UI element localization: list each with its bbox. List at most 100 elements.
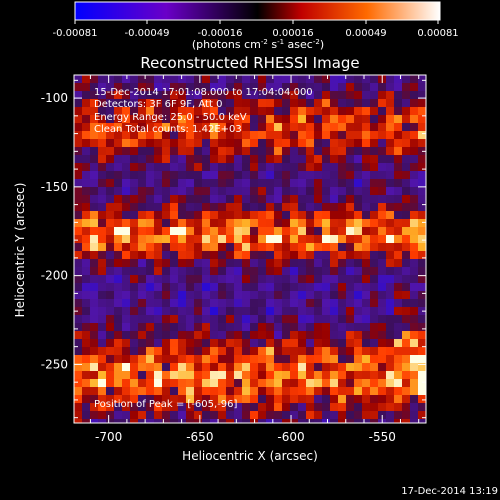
heatmap-cell xyxy=(322,355,330,363)
heatmap-cell xyxy=(242,395,250,403)
heatmap-cell xyxy=(186,195,194,203)
heatmap-cell xyxy=(266,139,274,147)
heatmap-cell xyxy=(186,235,194,243)
heatmap-cell xyxy=(394,139,402,147)
heatmap-cell xyxy=(346,267,354,275)
heatmap-cell xyxy=(290,171,298,179)
heatmap-cell xyxy=(258,107,266,115)
heatmap-cell xyxy=(242,299,250,307)
heatmap-cell xyxy=(402,203,410,211)
heatmap-cell xyxy=(282,203,290,211)
heatmap-cell xyxy=(330,339,338,347)
heatmap-cell xyxy=(402,115,410,123)
heatmap-cell xyxy=(178,363,186,371)
heatmap-cell xyxy=(314,251,322,259)
heatmap-cell xyxy=(138,267,146,275)
heatmap-cell xyxy=(202,187,210,195)
heatmap-cell xyxy=(210,291,218,299)
heatmap-cell xyxy=(330,355,338,363)
heatmap-cell xyxy=(394,363,402,371)
heatmap-cell xyxy=(402,291,410,299)
heatmap-cell xyxy=(186,363,194,371)
heatmap-cell xyxy=(130,395,138,403)
heatmap-cell xyxy=(202,339,210,347)
heatmap-cell xyxy=(250,75,258,83)
heatmap-cell xyxy=(218,395,226,403)
heatmap-cell xyxy=(170,379,178,387)
colorbar-tick-label: -0.00081 xyxy=(53,28,98,39)
heatmap-cell xyxy=(122,187,130,195)
heatmap-cell xyxy=(250,139,258,147)
heatmap-cell xyxy=(258,379,266,387)
heatmap-cell xyxy=(402,323,410,331)
heatmap-cell xyxy=(362,235,370,243)
heatmap-cell xyxy=(186,299,194,307)
heatmap-cell xyxy=(306,379,314,387)
heatmap-cell xyxy=(370,419,378,423)
heatmap-cell xyxy=(306,235,314,243)
heatmap-cell xyxy=(338,75,346,83)
heatmap-cell xyxy=(218,107,226,115)
heatmap-cell xyxy=(386,195,394,203)
heatmap-cell xyxy=(354,363,362,371)
heatmap-cell xyxy=(74,347,82,355)
heatmap-cell xyxy=(74,171,82,179)
heatmap-cell xyxy=(338,347,346,355)
heatmap-cell xyxy=(234,155,242,163)
heatmap-cell xyxy=(346,387,354,395)
heatmap-cell xyxy=(146,91,154,99)
heatmap-cell xyxy=(178,243,186,251)
heatmap-cell xyxy=(362,379,370,387)
heatmap-cell xyxy=(378,147,386,155)
heatmap-cell xyxy=(162,307,170,315)
heatmap-cell xyxy=(402,139,410,147)
heatmap-cell xyxy=(314,355,322,363)
heatmap-cell xyxy=(170,323,178,331)
heatmap-cell xyxy=(338,419,346,423)
heatmap-cell xyxy=(98,283,106,291)
heatmap-cell xyxy=(378,131,386,139)
heatmap-cell xyxy=(194,259,202,267)
heatmap-cell xyxy=(370,163,378,171)
y-tick-label: -150 xyxy=(41,180,68,194)
heatmap-cell xyxy=(106,259,114,267)
heatmap-cell xyxy=(282,227,290,235)
heatmap-cell xyxy=(122,235,130,243)
heatmap-cell xyxy=(162,171,170,179)
heatmap-cell xyxy=(418,259,426,267)
heatmap-cell xyxy=(266,115,274,123)
heatmap-cell xyxy=(138,227,146,235)
heatmap-cell xyxy=(210,379,218,387)
heatmap-cell xyxy=(338,235,346,243)
heatmap-cell xyxy=(162,75,170,83)
heatmap-cell xyxy=(346,211,354,219)
heatmap-cell xyxy=(378,115,386,123)
heatmap-cell xyxy=(162,379,170,387)
heatmap-cell xyxy=(242,147,250,155)
heatmap-cell xyxy=(210,139,218,147)
heatmap-cell xyxy=(266,123,274,131)
heatmap-cell xyxy=(90,387,98,395)
heatmap-cell xyxy=(90,291,98,299)
heatmap-cell xyxy=(282,291,290,299)
heatmap-cell xyxy=(386,275,394,283)
heatmap-cell xyxy=(146,411,154,419)
heatmap-cell xyxy=(250,203,258,211)
heatmap-cell xyxy=(250,291,258,299)
heatmap-cell xyxy=(170,75,178,83)
heatmap-cell xyxy=(202,75,210,83)
heatmap-cell xyxy=(138,291,146,299)
heatmap-cell xyxy=(122,219,130,227)
heatmap-cell xyxy=(338,171,346,179)
heatmap-cell xyxy=(130,91,138,99)
heatmap-cell xyxy=(250,347,258,355)
heatmap-cell xyxy=(354,371,362,379)
heatmap-cell xyxy=(290,75,298,83)
heatmap-cell xyxy=(210,275,218,283)
heatmap-cell xyxy=(290,99,298,107)
heatmap-cell xyxy=(298,267,306,275)
x-tick-label: -700 xyxy=(95,430,122,444)
heatmap-cell xyxy=(378,331,386,339)
heatmap-cell xyxy=(210,395,218,403)
heatmap-cell xyxy=(394,403,402,411)
